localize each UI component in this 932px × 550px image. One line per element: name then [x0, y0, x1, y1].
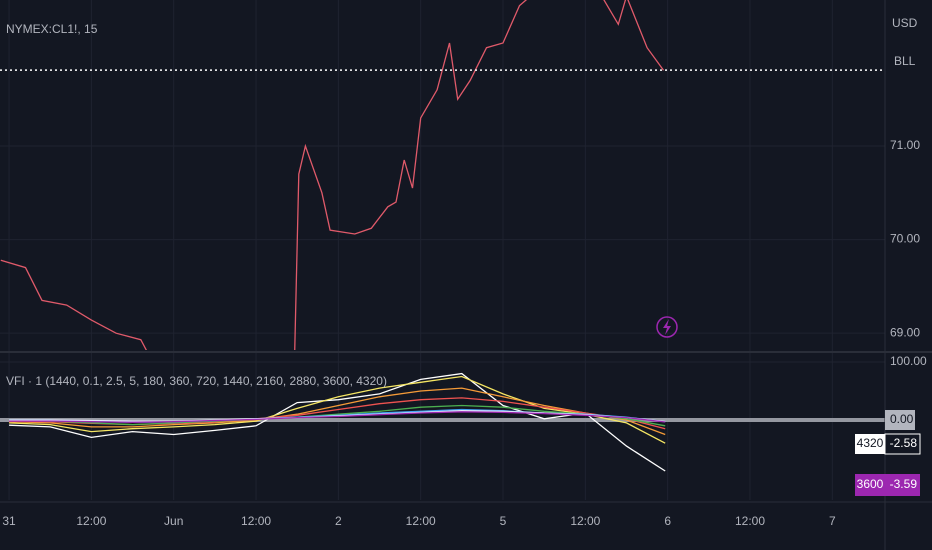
- y-tick-label: 100.00: [890, 354, 927, 368]
- x-tick-label: 31: [2, 514, 16, 528]
- series-line: [9, 404, 666, 427]
- series-last-value: -3.59: [890, 477, 918, 491]
- series-line: [0, 0, 665, 350]
- x-tick-label: 12:00: [76, 514, 106, 528]
- x-tick-label: 5: [500, 514, 507, 528]
- series-last-value: -2.58: [890, 436, 918, 450]
- alert-bolt: [663, 319, 671, 335]
- symbol-title: NYMEX:CL1!, 15: [6, 22, 98, 36]
- x-tick-label: 12:00: [241, 514, 271, 528]
- x-tick-label: Jun: [164, 514, 183, 528]
- legend-box-3600: [855, 474, 885, 496]
- value-box-3600: [885, 474, 920, 496]
- alert-icon[interactable]: [656, 316, 678, 338]
- currency: USD: [892, 16, 918, 30]
- x-tick-label: 2: [335, 514, 342, 528]
- y-tick-label: 0.00: [890, 412, 914, 426]
- series-line: [9, 375, 666, 444]
- indicator-title: VFI · 1 (1440, 0.1, 2.5, 5, 180, 360, 72…: [6, 374, 387, 388]
- x-tick-label: 7: [829, 514, 836, 528]
- legend-box-4320: [855, 434, 885, 454]
- x-tick-label: 12:00: [406, 514, 436, 528]
- price-label: BLL: [894, 54, 916, 68]
- series-line: [9, 372, 666, 472]
- x-tick-label: 6: [664, 514, 671, 528]
- value-box-4320: [884, 433, 921, 455]
- series-line: [9, 387, 666, 436]
- y-tick-label: 69.00: [890, 325, 920, 339]
- series-name: 3600: [857, 477, 884, 491]
- x-tick-label: 12:00: [570, 514, 600, 528]
- y-tick-label: 70.00: [890, 232, 920, 246]
- zero-label-box: [885, 410, 915, 430]
- x-tick-label: 12:00: [735, 514, 765, 528]
- y-tick-label: 71.00: [890, 138, 920, 152]
- series-line: [9, 411, 666, 423]
- series-name: 4320: [857, 436, 884, 450]
